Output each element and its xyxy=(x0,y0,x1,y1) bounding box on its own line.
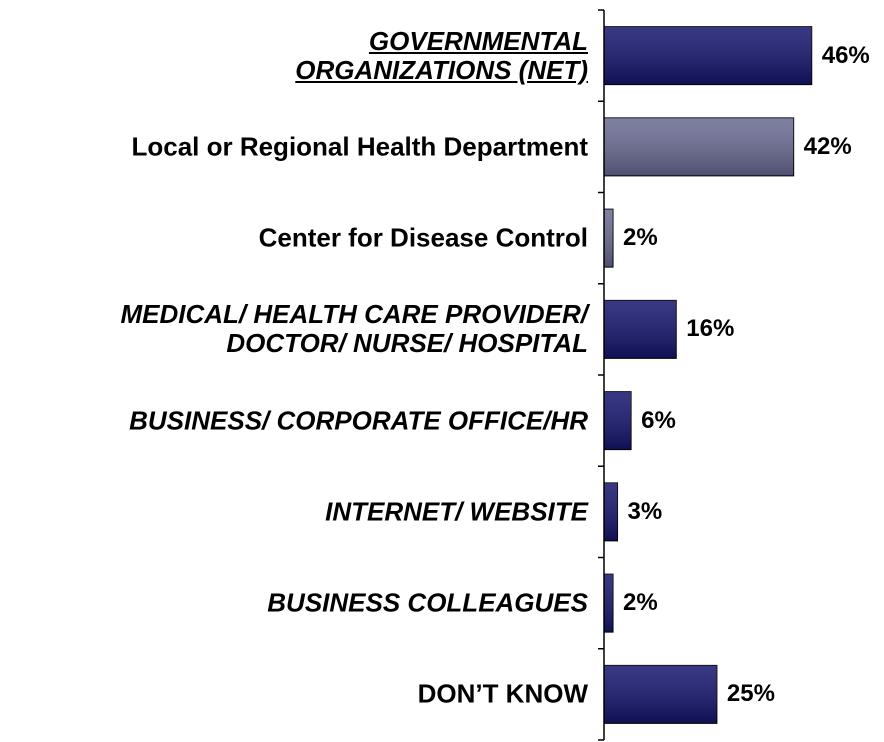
category-label: MEDICAL/ HEALTH CARE PROVIDER/ DOCTOR/ N… xyxy=(120,299,588,359)
value-label: 3% xyxy=(627,497,663,525)
category-label: Center for Disease Control xyxy=(258,222,588,253)
bar-shade xyxy=(604,574,614,633)
value-label: 42% xyxy=(803,132,852,160)
bar-shade xyxy=(604,300,677,359)
value-label: 16% xyxy=(686,315,735,343)
value-label: 46% xyxy=(821,41,870,69)
bar-shade xyxy=(604,117,794,176)
category-label: BUSINESS/ CORPORATE OFFICE/HR xyxy=(129,405,588,436)
bar-shade xyxy=(604,665,717,724)
category-label: BUSINESS COLLEAGUES xyxy=(267,587,588,618)
value-label: 25% xyxy=(726,680,775,708)
bar-shade xyxy=(604,482,618,541)
category-label: Local or Regional Health Department xyxy=(131,131,588,162)
bar-shade xyxy=(604,26,812,85)
value-label: 2% xyxy=(623,589,658,617)
bar-shade xyxy=(604,209,614,268)
category-label: GOVERNMENTAL ORGANIZATIONS (NET) xyxy=(295,25,588,85)
value-label: 2% xyxy=(623,224,658,252)
category-label: DON’T KNOW xyxy=(417,678,588,709)
category-label: INTERNET/ WEBSITE xyxy=(325,496,588,527)
value-label: 6% xyxy=(641,406,676,434)
bar-shade xyxy=(604,391,632,450)
